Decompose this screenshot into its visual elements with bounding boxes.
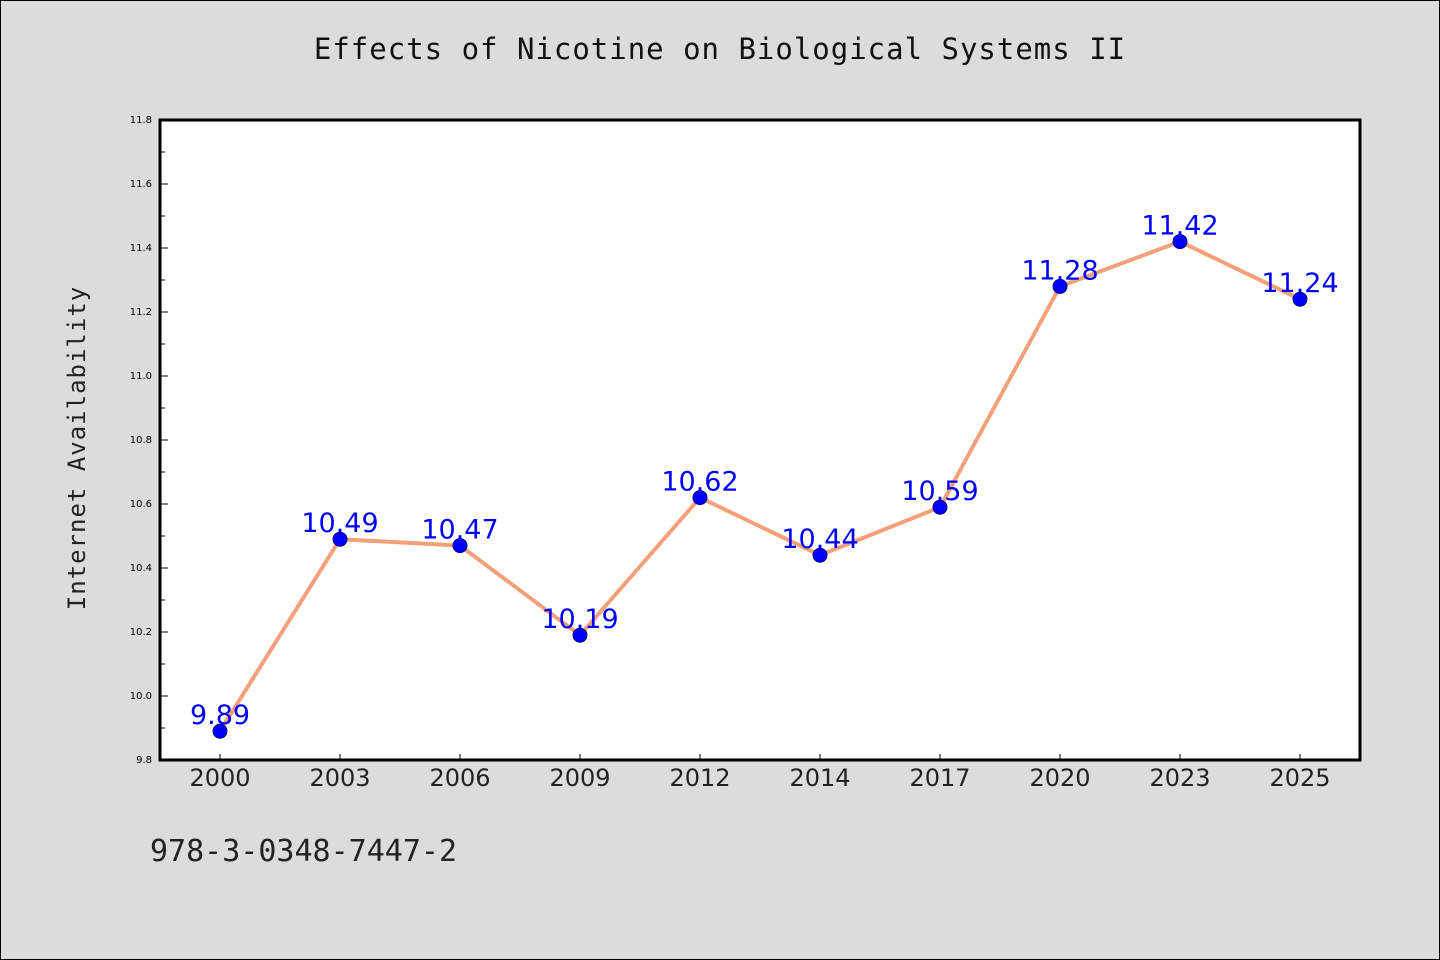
y-tick-label: 11.6: [130, 179, 152, 190]
data-point: [1172, 234, 1188, 250]
data-label: 11.24: [1261, 268, 1338, 299]
plot-area: [158, 118, 1362, 762]
data-point: [212, 723, 228, 739]
data-label: 9.89: [190, 700, 250, 731]
x-tick-label: 2003: [309, 764, 370, 792]
y-tick-label: 9.8: [136, 755, 152, 766]
x-tick-label: 2014: [789, 764, 850, 792]
y-tick-label: 10.8: [130, 435, 152, 446]
y-tick-label: 10.4: [130, 563, 152, 574]
data-point: [1292, 291, 1308, 307]
x-tick-label: 2006: [429, 764, 490, 792]
data-point: [452, 538, 468, 554]
isbn-label: 978-3-0348-7447-2: [150, 834, 458, 869]
data-point: [932, 499, 948, 515]
data-label: 11.28: [1021, 255, 1098, 286]
y-tick-label: 11.8: [130, 115, 152, 126]
y-tick-label: 11.4: [130, 243, 152, 254]
x-tick-label: 2017: [909, 764, 970, 792]
data-point: [692, 490, 708, 506]
y-tick-label: 10.2: [130, 627, 152, 638]
data-label: 11.42: [1141, 211, 1218, 242]
x-tick-label: 2023: [1149, 764, 1210, 792]
data-point: [812, 547, 828, 563]
y-tick-label: 10.0: [130, 691, 152, 702]
x-tick-label: 2012: [669, 764, 730, 792]
data-label: 10.59: [901, 476, 978, 507]
data-label: 10.19: [541, 604, 618, 635]
x-tick-label: 2000: [189, 764, 250, 792]
data-label: 10.44: [781, 524, 858, 555]
x-tick-label: 2020: [1029, 764, 1090, 792]
data-point: [332, 531, 348, 547]
data-label: 10.47: [421, 515, 498, 546]
series-line: [218, 239, 1301, 733]
data-point: [1052, 278, 1068, 294]
data-label: 10.62: [661, 467, 738, 498]
chart-title: Effects of Nicotine on Biological System…: [313, 32, 1127, 66]
y-tick-label: 11.2: [130, 307, 152, 318]
data-point: [572, 627, 588, 643]
x-tick-label: 2009: [549, 764, 610, 792]
y-tick-label: 10.6: [130, 499, 152, 510]
y-axis-label: Internet Availability: [63, 286, 91, 610]
data-label: 10.49: [301, 508, 378, 539]
x-tick-label: 2025: [1269, 764, 1330, 792]
y-tick-label: 11.0: [130, 371, 152, 382]
